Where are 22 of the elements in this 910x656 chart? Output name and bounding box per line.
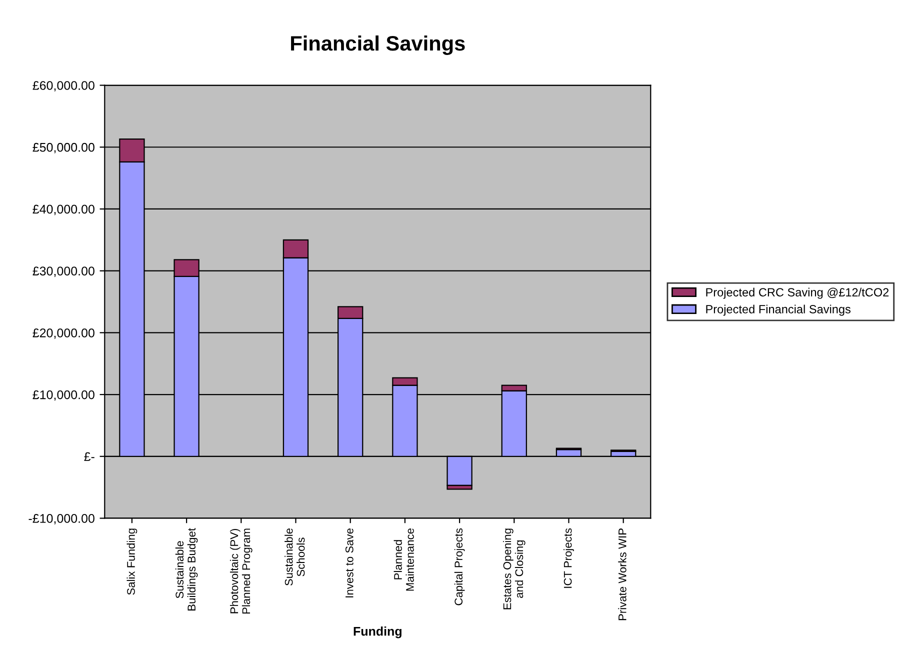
y-tick-label: £40,000.00: [32, 204, 94, 216]
x-tick-label: Private Works WIP: [618, 528, 626, 620]
y-tick-label: £50,000.00: [32, 142, 94, 154]
x-tick-label: Salix Funding: [126, 528, 138, 595]
x-tick-label: Capital Projects: [454, 528, 465, 606]
y-tick-label: -£10,000.00: [28, 514, 94, 524]
x-tick-label: Sustainable Schools: [284, 528, 305, 586]
x-tick-label: Invest to Save: [345, 528, 354, 598]
legend-label: Projected Financial Savings: [706, 304, 851, 316]
legend-label: Projected CRC Saving @£12/tCO2: [706, 288, 889, 299]
x-tick-label: ICT Projects: [564, 528, 574, 588]
x-tick-label: Photovoltaic (PV) Planned Program: [230, 528, 252, 614]
x-axis-title: Funding: [354, 626, 402, 638]
x-tick-label: Estates Opening and Closing: [502, 528, 526, 610]
y-tick-label: £10,000.00: [32, 390, 94, 401]
chart-title: Financial Savings: [291, 35, 465, 55]
y-tick-label: £20,000.00: [32, 328, 94, 339]
y-tick-label: £60,000.00: [32, 81, 94, 92]
y-tick-label: £-: [84, 452, 94, 461]
y-tick-label: £30,000.00: [32, 266, 94, 277]
x-tick-label: Planned Maintenance: [394, 528, 414, 591]
x-tick-label: Sustainable Buildings Budget: [175, 528, 198, 610]
